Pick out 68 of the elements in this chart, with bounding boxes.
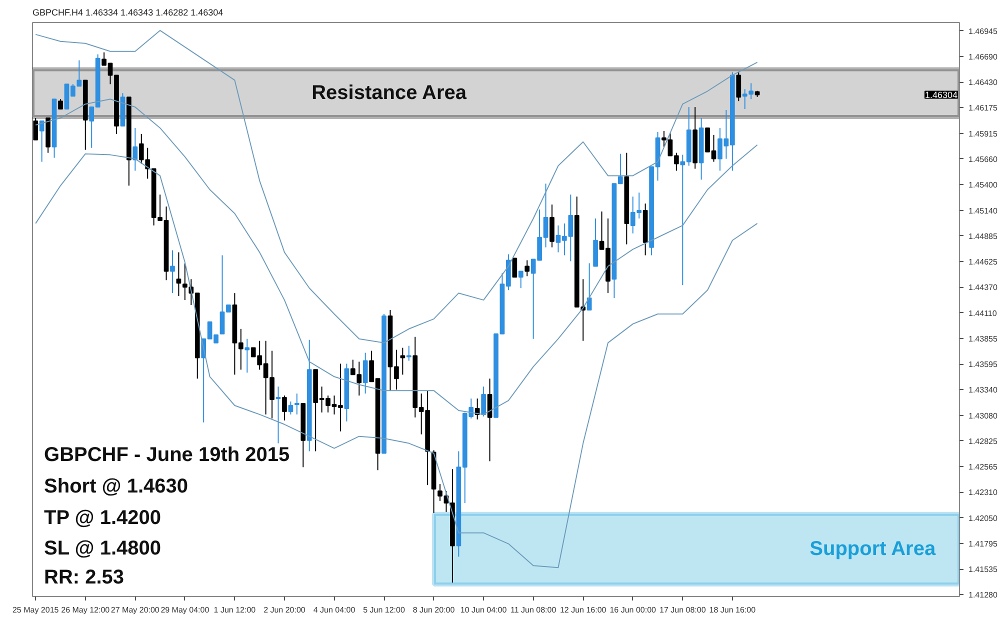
line-series	[35, 30, 758, 344]
x-tick-label: 10 Jun 04:00	[460, 606, 508, 614]
x-tick-label: 11 Jun 08:00	[510, 606, 557, 614]
y-tick-label: 1.44625	[968, 258, 998, 267]
candlestick	[736, 72, 742, 102]
annotation: TP @ 1.4200	[44, 507, 162, 530]
x-tick-label: 29 May 04:00	[160, 606, 210, 614]
candlestick	[132, 127, 138, 172]
x-tick-label: 18 Jun 16:00	[709, 606, 756, 614]
x-tick-label: 17 Jun 08:00	[660, 606, 706, 614]
x-tick-label: 12 Jun 16:00	[560, 606, 607, 614]
x-tick-label: 2 Jun 20:00	[264, 606, 306, 614]
y-tick-label: 1.41280	[968, 590, 998, 600]
candlestick	[176, 252, 182, 297]
candlestick	[524, 260, 530, 277]
x-tick-label: 4 Jun 04:00	[313, 606, 356, 614]
chart-title: GBPCHF.H4 1.46334 1.46343 1.46282 1.46304	[32, 8, 224, 18]
annotation: 1.46304	[924, 90, 958, 100]
candlestick	[362, 352, 368, 394]
y-tick-label: 1.42565	[968, 462, 998, 472]
annotation: GBPCHF - June 19th 2015	[44, 444, 290, 466]
y-tick-label: 1.46175	[968, 104, 998, 113]
annotation: Short @ 1.4630	[44, 475, 188, 498]
x-tick-label: 26 May 12:00	[61, 606, 110, 614]
candlestick	[288, 401, 294, 415]
candlestick	[406, 345, 412, 362]
x-tick-label: 16 Jun 00:00	[610, 606, 657, 614]
candlestick	[512, 258, 518, 278]
x-tick-label: 5 Jun 12:00	[363, 606, 406, 614]
y-tick-label: 1.46430	[968, 78, 998, 88]
candlestick	[550, 204, 554, 248]
candlestick	[276, 386, 281, 444]
band-label: Resistance Area	[312, 82, 468, 104]
x-tick-label: 27 May 20:00	[110, 606, 160, 614]
candlestick	[244, 338, 250, 374]
candlestick	[586, 262, 592, 310]
y-tick-label: 1.44885	[968, 232, 998, 241]
y-tick-label: 1.46690	[968, 52, 998, 62]
candlestick	[39, 120, 44, 162]
y-tick-label: 1.44110	[968, 308, 998, 318]
y-tick-label: 1.44370	[968, 283, 998, 292]
x-tick-label: 25 May 2015	[12, 606, 60, 614]
y-tick-label: 1.42310	[968, 488, 998, 498]
candlestick	[474, 398, 480, 420]
y-tick-label: 1.45915	[968, 129, 998, 138]
candlestick	[58, 98, 63, 110]
y-tick-label: 1.43595	[968, 360, 998, 370]
y-tick-label: 1.41795	[968, 539, 998, 548]
y-tick-label: 1.46945	[968, 26, 998, 36]
x-tick-label: 1 Jun 12:00	[214, 606, 256, 614]
band-label: Support Area	[810, 538, 936, 560]
y-tick-label: 1.43080	[968, 411, 998, 420]
candlestick	[282, 395, 287, 421]
y-tick-label: 1.41535	[968, 565, 998, 574]
annotation: SL @ 1.4800	[44, 538, 162, 560]
y-tick-label: 1.45400	[968, 180, 998, 190]
y-tick-label: 1.43340	[968, 386, 998, 395]
y-tick-label: 1.42825	[968, 436, 998, 446]
candlestick	[294, 393, 300, 415]
y-tick-label: 1.42050	[968, 514, 998, 523]
x-tick-label: 8 Jun 20:00	[412, 606, 456, 614]
annotation: RR: 2.53	[44, 566, 124, 588]
candlestick	[170, 250, 175, 294]
y-tick-label: 1.45140	[968, 206, 998, 216]
candlestick	[481, 386, 486, 417]
y-tick-label: 1.43855	[968, 334, 998, 344]
candlestick	[518, 270, 524, 289]
y-tick-label: 1.45660	[968, 154, 998, 164]
